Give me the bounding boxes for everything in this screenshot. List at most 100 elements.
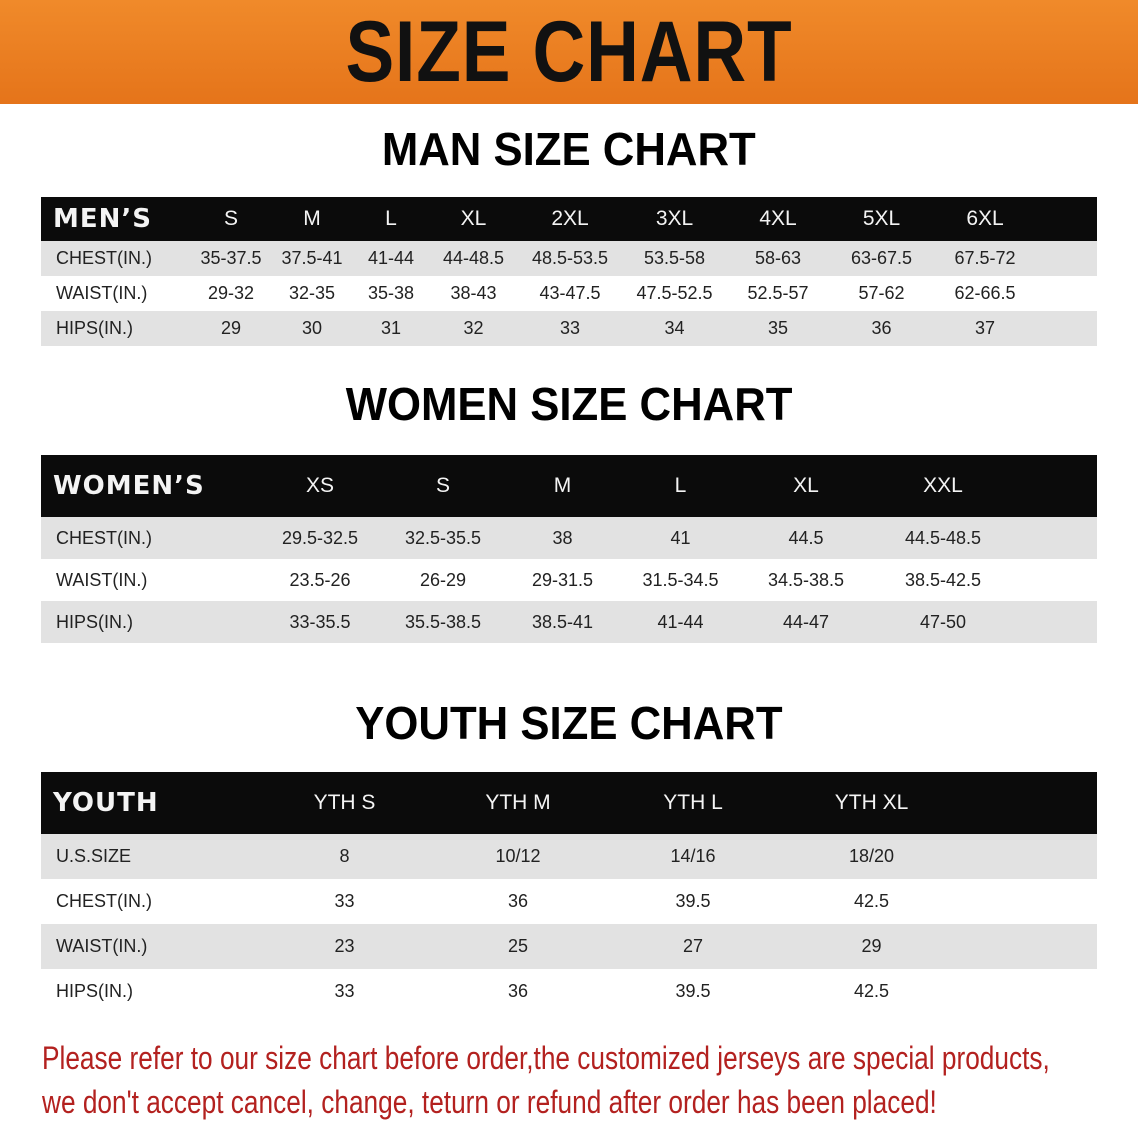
men-title-text: MAN SIZE CHART (382, 123, 756, 175)
table-cell: 33 (334, 981, 355, 1001)
notice: Please refer to our size chart before or… (42, 1036, 1108, 1124)
column-header: 6XL (966, 207, 1004, 230)
table-cell: 57-62 (858, 283, 905, 303)
column-header: M (303, 207, 321, 230)
table-cell: 36 (507, 891, 529, 911)
table-cell: 27 (682, 936, 704, 956)
table-header-row: MEN’S S M L XL 2XL 3XL 4XL 5XL 6XL (41, 197, 1097, 241)
table-cell: 36 (871, 318, 892, 338)
women-title-text: WOMEN SIZE CHART (345, 378, 793, 430)
table-cell: 14/16 (670, 846, 716, 866)
column-header: 2XL (551, 207, 589, 230)
column-header: 5XL (862, 207, 901, 230)
table-row: CHEST(IN.) 33 36 39.5 42.5 (41, 879, 1097, 924)
table-cell: 8 (339, 846, 350, 866)
table-cell: 43-47.5 (539, 283, 601, 303)
table-cell: 31 (380, 318, 402, 338)
table-cell: 44-48.5 (442, 248, 505, 268)
table-cell: 38-43 (450, 283, 497, 303)
table-header-row: WOMEN’S XS S M L XL XXL (41, 455, 1097, 517)
table-row: WAIST(IN.) 23.5-26 26-29 29-31.5 31.5-34.5 34… (41, 559, 1097, 601)
table-cell: 58-63 (754, 248, 802, 268)
table-cell: 29-32 (207, 283, 255, 303)
table-cell: 29.5-32.5 (281, 527, 359, 548)
row-label: U.S.SIZE (56, 846, 132, 866)
table-row: U.S.SIZE 8 10/12 14/16 18/20 (41, 834, 1097, 879)
men-size-table: MEN’S S M L XL 2XL 3XL 4XL 5XL 6XL CHEST(IN.) 35-37… (41, 197, 1097, 346)
table-row: CHEST(IN.) 35-37.5 37.5-41 41-44 44-48.5 48.5… (41, 241, 1097, 276)
youth-title-text: YOUTH SIZE CHART (355, 697, 783, 749)
table-cell: 62-66.5 (954, 283, 1016, 303)
banner: SIZE CHART (0, 0, 1138, 104)
row-label: CHEST(IN.) (56, 891, 152, 911)
column-header: M (553, 474, 572, 497)
table-cell: 38 (552, 527, 573, 548)
table-cell: 29-31.5 (531, 569, 594, 590)
column-header: XXL (923, 474, 963, 497)
table-cell: 38.5-41 (531, 611, 594, 632)
column-header: YTH M (485, 791, 551, 814)
column-header: XS (305, 474, 334, 497)
table-title-cell: MEN’S (53, 204, 152, 234)
table-cell: 32.5-35.5 (404, 527, 482, 548)
table-cell: 35-38 (367, 283, 415, 303)
row-label: HIPS(IN.) (56, 981, 134, 1001)
notice-line-1: Please refer to our size chart before or… (42, 1040, 1050, 1076)
column-header: YTH L (663, 791, 723, 814)
table-cell: 36 (507, 981, 529, 1001)
column-header: 3XL (655, 207, 694, 230)
women-section-title: WOMEN SIZE CHART (0, 377, 1138, 431)
row-label: WAIST(IN.) (56, 936, 148, 956)
table-row: HIPS(IN.) 33-35.5 35.5-38.5 38.5-41 41-44 44-… (41, 601, 1097, 643)
men-section-title: MAN SIZE CHART (0, 122, 1138, 176)
table-row: HIPS(IN.) 29 30 31 32 33 34 35 36 37 (41, 311, 1097, 346)
table-cell: 39.5 (675, 891, 711, 911)
table-cell: 34 (664, 318, 685, 338)
column-header: L (385, 207, 397, 230)
column-header: XL (793, 474, 819, 497)
table-cell: 31.5-34.5 (642, 569, 719, 590)
table-cell: 42.5 (853, 981, 890, 1001)
table-cell: 38.5-42.5 (904, 569, 982, 590)
youth-size-table: YOUTH YTH S YTH M YTH L YTH XL U.S.SIZE 8 10/12… (41, 772, 1097, 1014)
table-cell: 34.5-38.5 (767, 569, 845, 590)
column-header: YTH XL (834, 791, 909, 814)
table-cell: 37.5-41 (281, 248, 343, 268)
table-cell: 29 (220, 318, 242, 338)
table-cell: 53.5-58 (643, 248, 706, 268)
table-cell: 42.5 (853, 891, 890, 911)
table-cell: 37 (974, 318, 996, 338)
table-row: WAIST(IN.) 29-32 32-35 35-38 38-43 43-47.5 47.… (41, 276, 1097, 311)
table-cell: 48.5-53.5 (531, 248, 609, 268)
table-cell: 52.5-57 (747, 283, 809, 303)
women-size-table: WOMEN’S XS S M L XL XXL CHEST(IN.) 29.5-32.5 32.5… (41, 455, 1097, 643)
youth-section-title: YOUTH SIZE CHART (0, 696, 1138, 750)
table-cell: 32 (463, 318, 484, 338)
table-cell: 47.5-52.5 (636, 283, 713, 303)
column-header: 4XL (759, 207, 797, 230)
table-cell: 32-35 (288, 283, 336, 303)
column-header: YTH S (313, 791, 376, 814)
row-label: HIPS(IN.) (56, 611, 134, 632)
table-cell: 23 (334, 936, 355, 956)
table-cell: 25 (507, 936, 529, 956)
table-cell: 41-44 (367, 248, 415, 268)
table-row: WAIST(IN.) 23 25 27 29 (41, 924, 1097, 969)
table-cell: 47-50 (919, 611, 967, 632)
table-cell: 41 (670, 527, 691, 548)
table-cell: 35 (767, 318, 789, 338)
table-cell: 30 (301, 318, 323, 338)
table-cell: 44-47 (782, 611, 830, 632)
table-cell: 67.5-72 (954, 248, 1016, 268)
table-cell: 33 (559, 318, 581, 338)
page-title: SIZE CHART (345, 4, 793, 100)
table-cell: 33-35.5 (289, 611, 351, 632)
table-cell: 39.5 (675, 981, 711, 1001)
table-title-cell: WOMEN’S (53, 471, 205, 501)
row-label: WAIST(IN.) (56, 283, 148, 303)
table-cell: 35.5-38.5 (404, 611, 482, 632)
row-label: CHEST(IN.) (56, 527, 152, 548)
row-label: HIPS(IN.) (56, 318, 134, 338)
table-row: CHEST(IN.) 29.5-32.5 32.5-35.5 38 41 44.5 44.5… (41, 517, 1097, 559)
column-header: XL (460, 207, 487, 230)
